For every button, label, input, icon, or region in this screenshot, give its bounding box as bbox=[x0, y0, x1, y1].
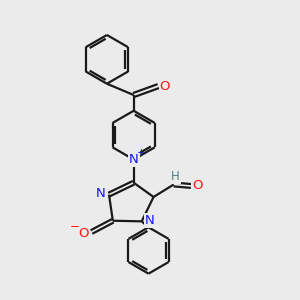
Text: N: N bbox=[129, 153, 139, 166]
Text: +: + bbox=[137, 148, 146, 158]
Text: O: O bbox=[160, 80, 170, 93]
Text: N: N bbox=[145, 214, 155, 227]
Text: H: H bbox=[171, 170, 180, 183]
Text: O: O bbox=[78, 227, 88, 240]
Text: −: − bbox=[70, 220, 80, 233]
Text: O: O bbox=[192, 179, 203, 193]
Text: N: N bbox=[96, 187, 106, 200]
